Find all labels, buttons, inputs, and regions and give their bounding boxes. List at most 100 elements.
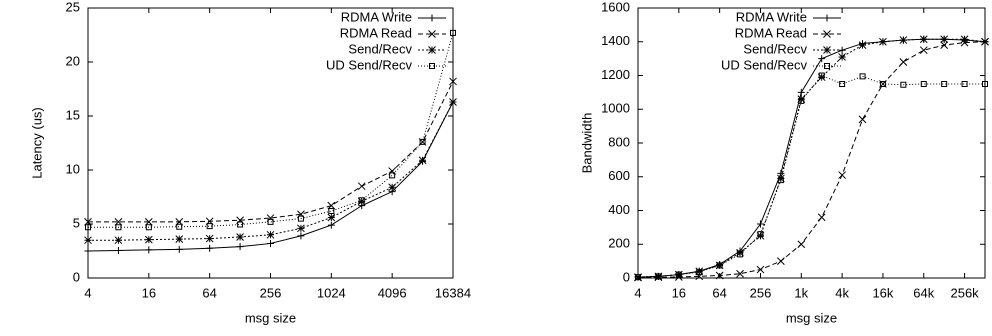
marker bbox=[940, 35, 949, 44]
legend-marker bbox=[823, 14, 831, 22]
marker bbox=[838, 171, 846, 179]
marker bbox=[206, 223, 213, 230]
marker bbox=[858, 41, 867, 49]
marker bbox=[449, 77, 457, 86]
marker bbox=[982, 80, 988, 87]
marker bbox=[839, 80, 846, 87]
plot-frame bbox=[637, 7, 986, 279]
x-tick-label: 4 bbox=[84, 285, 91, 300]
marker bbox=[635, 274, 641, 281]
marker bbox=[674, 270, 683, 279]
marker bbox=[84, 247, 92, 255]
x-tick-label: 64 bbox=[202, 285, 216, 300]
x-tick-label: 16 bbox=[672, 285, 686, 300]
marker bbox=[715, 261, 724, 270]
x-tick-label: 4 bbox=[634, 285, 641, 300]
y-tick-label: 5 bbox=[73, 215, 80, 230]
x-tick-label: 64k bbox=[913, 285, 934, 300]
legend-marker bbox=[824, 63, 830, 69]
series-line bbox=[637, 74, 985, 278]
x-tick-label: 1024 bbox=[317, 285, 346, 300]
x-tick-label: 256 bbox=[260, 285, 282, 300]
series bbox=[84, 98, 457, 255]
marker bbox=[858, 115, 867, 124]
series-line bbox=[637, 41, 986, 279]
marker bbox=[879, 80, 886, 87]
legend-label: RDMA Write bbox=[341, 9, 412, 24]
marker bbox=[114, 217, 123, 226]
marker bbox=[115, 224, 122, 231]
legend-label: RDMA Read bbox=[340, 25, 412, 40]
marker bbox=[838, 46, 846, 54]
x-tick-label: 16k bbox=[872, 285, 893, 300]
y-axis-label: Latency (us) bbox=[29, 107, 44, 179]
x-axis-label: msg size bbox=[786, 310, 837, 325]
y-tick-label: 800 bbox=[608, 134, 630, 149]
x-tick-label: 64 bbox=[712, 285, 726, 300]
series bbox=[84, 77, 457, 226]
series bbox=[634, 35, 989, 282]
marker bbox=[297, 224, 305, 233]
marker bbox=[777, 177, 784, 184]
marker bbox=[236, 243, 244, 251]
marker bbox=[654, 272, 663, 281]
legend-label: RDMA Read bbox=[735, 25, 807, 40]
x-tick-label: 4k bbox=[835, 285, 849, 300]
marker bbox=[114, 236, 123, 245]
legend-marker bbox=[429, 63, 435, 69]
legend-marker bbox=[428, 30, 436, 38]
series bbox=[85, 29, 456, 231]
marker bbox=[818, 72, 825, 79]
marker bbox=[859, 73, 866, 80]
marker bbox=[756, 220, 764, 228]
marker bbox=[817, 213, 826, 222]
marker bbox=[798, 97, 805, 104]
legend-label: UD Send/Recv bbox=[326, 57, 412, 72]
marker bbox=[715, 271, 724, 280]
marker bbox=[328, 208, 335, 215]
marker bbox=[981, 37, 989, 46]
marker bbox=[696, 269, 703, 276]
x-tick-label: 4096 bbox=[378, 285, 407, 300]
y-tick-label: 1200 bbox=[601, 67, 630, 82]
legend-label: UD Send/Recv bbox=[721, 57, 807, 72]
marker bbox=[206, 244, 214, 252]
marker bbox=[920, 80, 927, 87]
series-line bbox=[88, 81, 454, 223]
marker bbox=[267, 218, 274, 225]
y-tick-label: 1000 bbox=[601, 101, 630, 116]
marker bbox=[449, 98, 457, 106]
marker bbox=[716, 262, 723, 269]
marker bbox=[266, 230, 275, 239]
marker bbox=[418, 156, 427, 165]
marker bbox=[960, 35, 969, 44]
y-tick-label: 200 bbox=[608, 236, 630, 251]
marker bbox=[756, 265, 765, 274]
marker bbox=[817, 73, 826, 82]
series bbox=[84, 98, 457, 245]
marker bbox=[205, 234, 214, 243]
y-tick-label: 1600 bbox=[601, 0, 630, 14]
legend-marker bbox=[823, 30, 831, 38]
marker bbox=[236, 233, 244, 241]
y-tick-label: 20 bbox=[66, 53, 80, 68]
marker bbox=[756, 231, 765, 240]
legend-label: Send/Recv bbox=[348, 41, 412, 56]
marker bbox=[144, 235, 153, 244]
legend-marker bbox=[428, 46, 436, 54]
legend-marker bbox=[823, 46, 831, 54]
marker bbox=[940, 41, 949, 49]
marker bbox=[919, 46, 928, 55]
marker bbox=[879, 37, 887, 46]
marker bbox=[899, 36, 908, 44]
marker bbox=[919, 35, 928, 44]
marker bbox=[297, 232, 305, 240]
marker bbox=[961, 80, 968, 87]
series-line bbox=[637, 38, 986, 278]
x-tick-label: 16 bbox=[142, 285, 156, 300]
x-tick-label: 256 bbox=[750, 285, 772, 300]
marker bbox=[736, 269, 744, 278]
marker bbox=[145, 246, 153, 254]
marker bbox=[655, 273, 662, 280]
